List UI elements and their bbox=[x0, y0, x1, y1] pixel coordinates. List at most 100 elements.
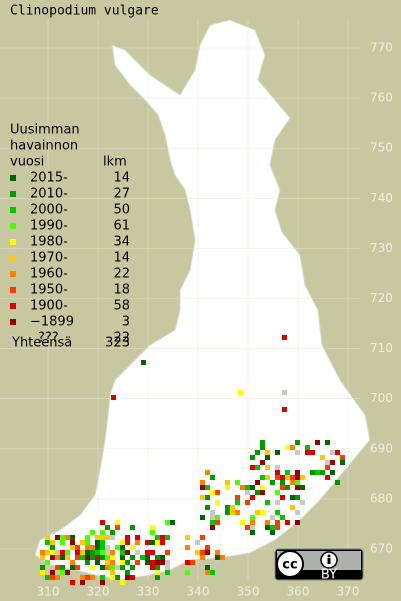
observation-square bbox=[270, 515, 275, 520]
observation-square bbox=[330, 460, 335, 465]
observation-square bbox=[105, 535, 110, 540]
observation-square bbox=[205, 545, 210, 550]
observation-square bbox=[85, 560, 90, 565]
observation-square bbox=[282, 407, 287, 412]
observation-square bbox=[45, 550, 50, 555]
observation-square bbox=[100, 575, 105, 580]
observation-square bbox=[145, 540, 150, 545]
observation-square bbox=[100, 550, 105, 555]
observation-square bbox=[265, 465, 270, 470]
observation-square bbox=[325, 440, 330, 445]
observation-square bbox=[340, 460, 345, 465]
observation-square bbox=[55, 565, 60, 570]
observation-square bbox=[45, 560, 50, 565]
observation-square bbox=[135, 560, 140, 565]
observation-square bbox=[100, 535, 105, 540]
observation-square bbox=[185, 545, 190, 550]
observation-square bbox=[210, 510, 215, 515]
observation-square bbox=[260, 440, 265, 445]
by-icon-body bbox=[327, 558, 331, 564]
observation-square bbox=[295, 475, 300, 480]
observations bbox=[40, 335, 345, 585]
observation-square bbox=[245, 500, 250, 505]
observation-square bbox=[200, 495, 205, 500]
observation-square bbox=[240, 485, 245, 490]
legend-label: 2000- bbox=[30, 203, 68, 218]
observation-square bbox=[160, 555, 165, 560]
observation-square bbox=[150, 525, 155, 530]
observation-square bbox=[115, 520, 120, 525]
legend: 2015- 14 2010- 27 2000- 50 1990- 61 1980- 34 1970-… bbox=[10, 171, 130, 346]
observation-square bbox=[340, 455, 345, 460]
observation-square bbox=[210, 520, 215, 525]
observation-square bbox=[275, 475, 280, 480]
by-icon-head bbox=[327, 554, 331, 558]
observation-square bbox=[140, 555, 145, 560]
x-tick-label: 340 bbox=[187, 585, 210, 599]
legend-label: ??? bbox=[38, 331, 59, 346]
observation-square bbox=[270, 525, 275, 530]
observation-square bbox=[160, 560, 165, 565]
observation-square bbox=[225, 485, 230, 490]
observation-square bbox=[250, 465, 255, 470]
y-tick-label: 770 bbox=[370, 41, 393, 55]
observation-square bbox=[111, 395, 116, 400]
y-tick-label: 670 bbox=[370, 542, 393, 556]
observation-square bbox=[75, 550, 80, 555]
observation-square bbox=[60, 555, 65, 560]
observation-square bbox=[260, 490, 265, 495]
legend-heading: Uusimman bbox=[10, 123, 80, 138]
observation-square bbox=[285, 475, 290, 480]
license-badge: cc BY bbox=[274, 548, 364, 583]
observation-square bbox=[100, 520, 105, 525]
observation-square bbox=[195, 550, 200, 555]
observation-square bbox=[70, 560, 75, 565]
observation-square bbox=[225, 480, 230, 485]
observation-square bbox=[215, 560, 220, 565]
observation-square bbox=[315, 470, 320, 475]
observation-square bbox=[95, 560, 100, 565]
observation-square bbox=[260, 445, 265, 450]
legend-swatch bbox=[10, 239, 16, 245]
observation-square bbox=[295, 510, 300, 515]
observation-square bbox=[250, 525, 255, 530]
observation-square bbox=[260, 460, 265, 465]
observation-square bbox=[215, 490, 220, 495]
observation-square bbox=[275, 525, 280, 530]
observation-square bbox=[95, 535, 100, 540]
observation-square bbox=[185, 570, 190, 575]
observation-square bbox=[60, 540, 65, 545]
observation-square bbox=[110, 550, 115, 555]
observation-square bbox=[275, 450, 280, 455]
observation-square bbox=[165, 565, 170, 570]
observation-square bbox=[150, 560, 155, 565]
observation-square bbox=[55, 555, 60, 560]
observation-square bbox=[190, 560, 195, 565]
observation-square bbox=[165, 535, 170, 540]
observation-square bbox=[130, 525, 135, 530]
observation-square bbox=[295, 520, 300, 525]
observation-square bbox=[220, 555, 225, 560]
legend-swatch bbox=[10, 175, 16, 181]
observation-square bbox=[50, 555, 55, 560]
observation-square bbox=[250, 495, 255, 500]
observation-square bbox=[235, 510, 240, 515]
legend-label: 2015- bbox=[30, 171, 68, 186]
observation-square bbox=[85, 540, 90, 545]
observation-square bbox=[115, 545, 120, 550]
observation-square bbox=[155, 560, 160, 565]
legend-count: 14 bbox=[113, 251, 130, 266]
observation-square bbox=[185, 535, 190, 540]
observation-square bbox=[200, 535, 205, 540]
observation-square bbox=[280, 485, 285, 490]
legend-label: −1899 bbox=[30, 315, 74, 330]
observation-square bbox=[275, 520, 280, 525]
observation-square bbox=[250, 515, 255, 520]
observation-square bbox=[235, 500, 240, 505]
observation-square bbox=[285, 485, 290, 490]
observation-square bbox=[50, 545, 55, 550]
observation-square bbox=[95, 550, 100, 555]
observation-square bbox=[155, 555, 160, 560]
legend-swatch bbox=[10, 271, 16, 277]
observation-square bbox=[150, 565, 155, 570]
